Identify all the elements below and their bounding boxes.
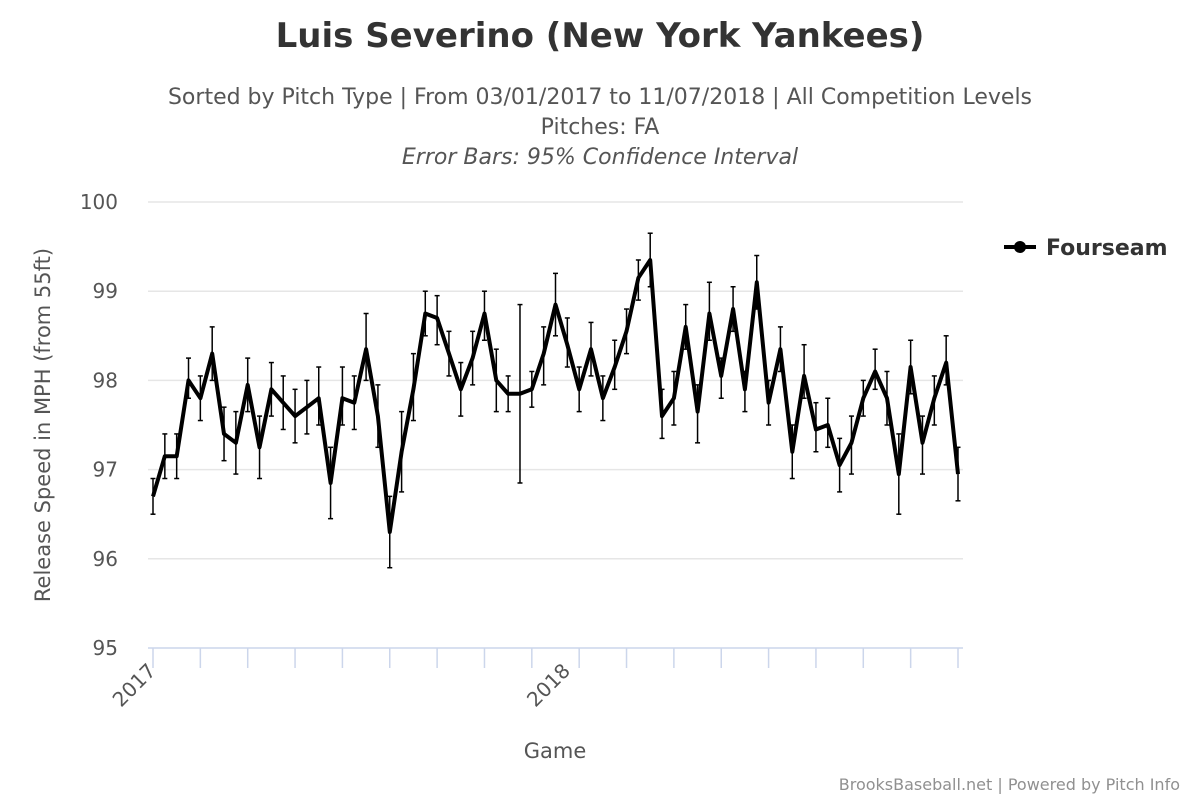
error-bar: [339, 366, 345, 426]
error-bar: [919, 415, 925, 475]
credits-text[interactable]: BrooksBaseball.net | Powered by Pitch In…: [839, 775, 1180, 794]
x-axis: 2017 2018: [108, 647, 963, 712]
y-tick-label: 100: [80, 190, 118, 214]
legend[interactable]: Fourseam: [1004, 236, 1168, 261]
x-tick-label: 2018: [522, 659, 575, 712]
legend-marker-symbol: [1014, 241, 1026, 253]
y-tick-label: 95: [93, 636, 118, 660]
chart-title: Luis Severino (New York Yankees): [276, 16, 925, 56]
y-axis-title: Release Speed in MPH (from 55ft): [31, 248, 55, 602]
y-tick-label: 99: [93, 279, 118, 303]
error-bar: [872, 348, 878, 391]
y-axis-ticks: 95 96 97 98 99 100: [80, 190, 118, 660]
y-tick-label: 97: [93, 458, 118, 482]
x-axis-title: Game: [524, 739, 587, 763]
gridlines: [148, 201, 963, 560]
legend-label-fourseam: Fourseam: [1046, 236, 1168, 261]
y-tick-label: 96: [93, 547, 118, 571]
error-bar: [825, 397, 831, 449]
error-bar: [316, 366, 322, 426]
error-bar: [363, 312, 369, 382]
chart-subtitle-line-1: Sorted by Pitch Type | From 03/01/2017 t…: [168, 85, 1032, 110]
chart-note: Error Bars: 95% Confidence Interval: [402, 145, 798, 170]
error-bars: [150, 232, 961, 569]
chart-subtitle-line-2: Pitches: FA: [541, 115, 660, 140]
y-tick-label: 98: [93, 368, 118, 392]
series-line-fourseam: [151, 258, 960, 534]
